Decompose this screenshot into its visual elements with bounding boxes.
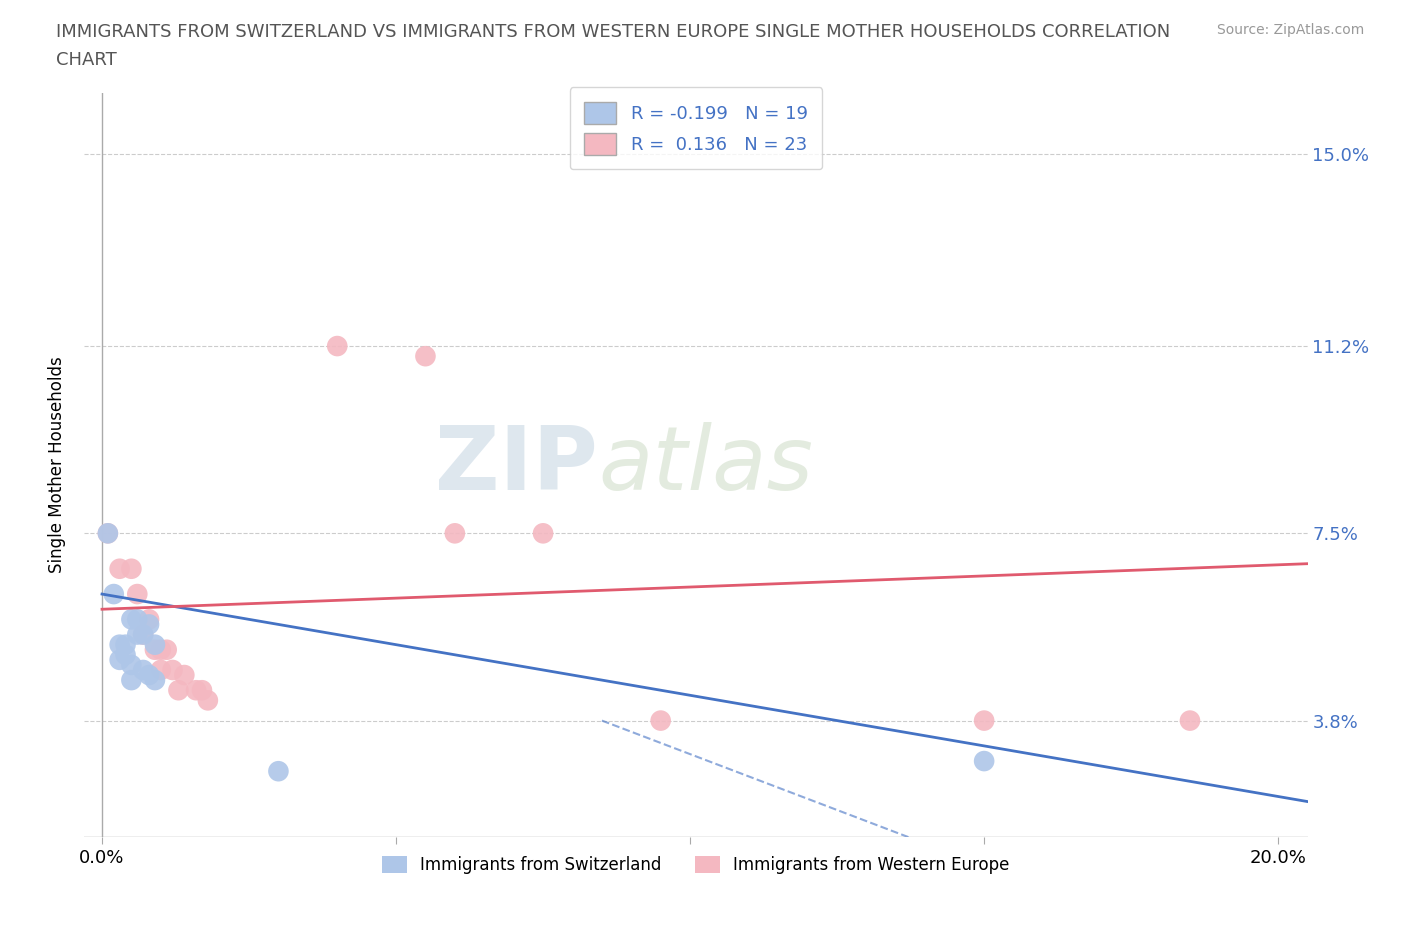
Point (149, 643, 172, 658)
Text: ZIP: ZIP (436, 421, 598, 509)
Point (415, 349, 437, 364)
Point (120, 562, 142, 577)
Text: Source: ZipAtlas.com: Source: ZipAtlas.com (1216, 23, 1364, 37)
Point (650, 713, 672, 728)
Point (162, 662, 184, 677)
Y-axis label: Single Mother Households: Single Mother Households (48, 356, 66, 574)
Text: atlas: atlas (598, 422, 813, 508)
Point (138, 612, 160, 627)
Point (114, 647, 136, 662)
Point (138, 668, 160, 683)
Point (108, 562, 131, 577)
Point (444, 525, 467, 540)
Point (531, 525, 554, 540)
Point (973, 753, 995, 768)
Point (973, 713, 995, 728)
Point (132, 627, 155, 642)
Point (173, 668, 195, 683)
Point (326, 339, 349, 353)
Point (108, 637, 131, 652)
Point (267, 764, 290, 778)
Point (127, 587, 149, 602)
Point (120, 672, 142, 687)
Point (191, 683, 214, 698)
Point (143, 637, 166, 652)
Point (197, 693, 219, 708)
Point (132, 627, 155, 642)
Point (127, 612, 149, 627)
Point (167, 683, 190, 698)
Point (184, 683, 207, 698)
Point (143, 672, 166, 687)
Point (103, 587, 125, 602)
Point (138, 617, 160, 631)
Point (97, 525, 120, 540)
Point (108, 653, 131, 668)
Text: IMMIGRANTS FROM SWITZERLAND VS IMMIGRANTS FROM WESTERN EUROPE SINGLE MOTHER HOUS: IMMIGRANTS FROM SWITZERLAND VS IMMIGRANT… (56, 23, 1170, 41)
Point (1178, 713, 1201, 728)
Text: CHART: CHART (56, 51, 117, 69)
Point (97, 525, 120, 540)
Point (120, 612, 142, 627)
Point (149, 662, 172, 677)
Point (114, 637, 136, 652)
Point (132, 662, 155, 677)
Point (127, 627, 149, 642)
Point (120, 658, 142, 672)
Point (156, 643, 179, 658)
Point (143, 643, 166, 658)
Legend: Immigrants from Switzerland, Immigrants from Western Europe: Immigrants from Switzerland, Immigrants … (375, 849, 1017, 881)
